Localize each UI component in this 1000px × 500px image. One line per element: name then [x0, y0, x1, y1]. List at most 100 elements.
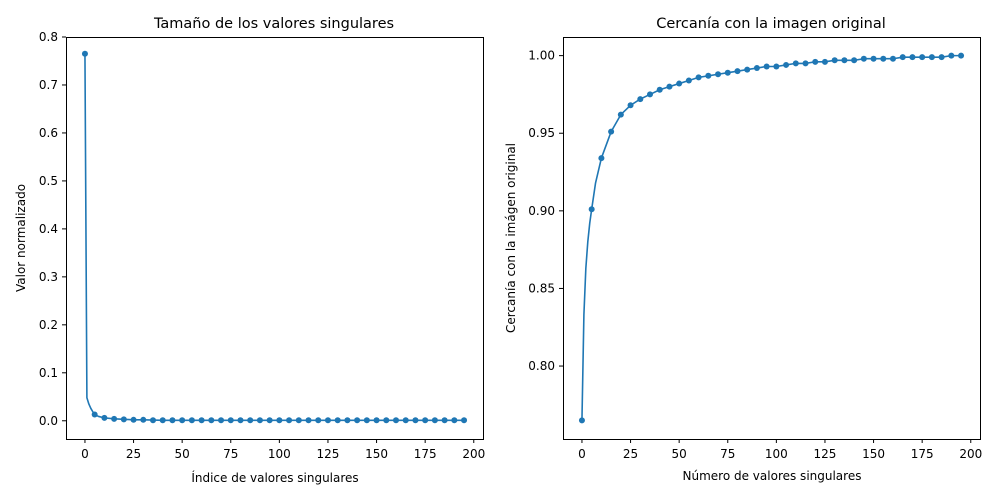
data-point — [373, 417, 380, 424]
x-tick-label: 25 — [126, 447, 141, 461]
x-tick-label: 50 — [672, 447, 687, 461]
data-point — [705, 72, 712, 79]
data-point — [792, 60, 799, 67]
data-point — [685, 77, 692, 84]
data-point — [627, 102, 634, 109]
data-point — [295, 417, 302, 424]
x-tick-label: 200 — [462, 447, 485, 461]
data-point — [344, 417, 351, 424]
data-point — [431, 417, 438, 424]
x-tick-label: 0 — [578, 447, 586, 461]
data-point — [188, 417, 195, 424]
data-point — [676, 80, 683, 87]
data-point — [821, 58, 828, 65]
chart-title: Tamaño de los valores singulares — [153, 16, 394, 32]
x-tick-label: 75 — [720, 447, 735, 461]
data-point — [441, 417, 448, 424]
x-tick-label: 150 — [862, 447, 885, 461]
chart-closeness: Cercanía con la imagen original 0 25 50 75 1… — [504, 16, 982, 483]
data-point — [812, 58, 819, 65]
data-point — [744, 66, 751, 73]
data-point — [120, 416, 127, 423]
data-point — [851, 57, 858, 64]
data-point — [647, 91, 653, 98]
data-point — [831, 57, 838, 64]
data-point — [91, 411, 98, 418]
data-point — [402, 417, 409, 424]
data-point — [111, 415, 118, 422]
data-point — [860, 55, 867, 62]
data-point — [130, 416, 137, 423]
y-tick-label: 0.7 — [39, 78, 58, 92]
data-point — [656, 86, 663, 93]
data-point — [461, 417, 468, 424]
x-tick-label: 75 — [223, 447, 238, 461]
data-point — [617, 111, 624, 118]
data-point — [578, 417, 585, 424]
data-point — [753, 65, 760, 72]
data-point — [451, 417, 458, 424]
y-tick-label: 0.1 — [39, 366, 58, 380]
data-point — [666, 83, 673, 90]
y-tick-label: 0.6 — [39, 126, 58, 140]
data-point — [208, 417, 215, 424]
data-point — [218, 417, 225, 424]
x-tick-label: 125 — [317, 447, 340, 461]
axes-frame — [563, 37, 981, 440]
y-tick-label: 0.2 — [39, 318, 58, 332]
y-tick-label: 0.3 — [39, 270, 58, 284]
x-axis-label: Índice de valores singulares — [191, 470, 358, 485]
data-point — [715, 71, 722, 78]
data-point — [101, 414, 108, 421]
data-point — [324, 417, 331, 424]
data-point — [919, 54, 926, 61]
data-point — [159, 417, 166, 424]
data-point — [763, 63, 770, 70]
data-point — [928, 54, 935, 61]
data-point — [334, 417, 341, 424]
y-tick-label: 0.85 — [528, 281, 555, 295]
y-tick-label: 0.5 — [39, 174, 58, 188]
data-point — [266, 417, 273, 424]
data-point — [286, 417, 293, 424]
chart-singular-values: Tamaño de los valores singulares 0 25 50 75… — [14, 16, 485, 485]
data-point — [637, 96, 644, 103]
ticks: 0 25 50 75 100 125 150 175 200 0.0 0.1 0.2 0.3 0.4 0.5… — [39, 30, 485, 461]
data-point — [256, 417, 263, 424]
data-point — [393, 417, 399, 424]
x-tick-label: 150 — [365, 447, 388, 461]
x-tick-label: 100 — [765, 447, 788, 461]
data-point — [383, 417, 390, 424]
data-point — [305, 417, 312, 424]
data-point — [588, 206, 595, 213]
data-point — [773, 63, 780, 70]
x-tick-label: 175 — [414, 447, 437, 461]
data-point — [412, 417, 419, 424]
y-tick-label: 0.90 — [528, 204, 555, 218]
data-point — [909, 54, 916, 61]
data-point — [899, 54, 906, 61]
data-point — [870, 55, 877, 62]
data-point — [841, 57, 848, 64]
axes-frame — [66, 37, 484, 440]
x-axis-label: Número de valores singulares — [683, 469, 862, 483]
x-tick-label: 0 — [81, 447, 89, 461]
data-point — [802, 60, 809, 67]
y-axis-label: Cercanía con la imágen original — [504, 143, 518, 333]
y-tick-label: 1.00 — [528, 49, 555, 63]
y-tick-label: 0.8 — [39, 30, 58, 44]
data-point — [783, 61, 790, 68]
data-point — [276, 417, 283, 424]
data-point — [315, 417, 322, 424]
x-tick-label: 25 — [623, 447, 638, 461]
data-point — [724, 69, 731, 76]
data-point — [198, 417, 205, 424]
y-tick-label: 0.0 — [39, 414, 58, 428]
data-point — [422, 417, 429, 424]
y-tick-label: 0.4 — [39, 222, 58, 236]
data-point — [695, 74, 702, 81]
data-point — [237, 417, 244, 424]
y-tick-label: 0.80 — [528, 359, 555, 373]
